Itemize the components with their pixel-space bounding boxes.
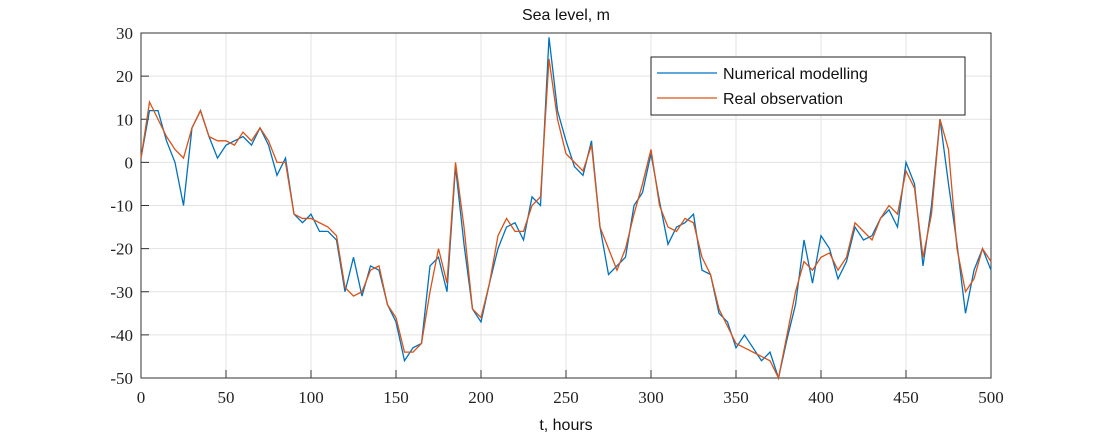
y-tick-label: -10 [110,197,133,216]
x-tick-label: 50 [218,388,235,407]
x-tick-label: 100 [298,388,324,407]
x-tick-label: 150 [383,388,409,407]
data-line [140,37,992,381]
data-line [140,58,992,381]
x-tick-label: 450 [893,388,919,407]
x-tick-label: 500 [978,388,1004,407]
chart-title: Sea level, m [522,7,610,24]
x-tick-label: 200 [468,388,494,407]
legend-label: Real observation [723,91,843,108]
x-tick-label: 300 [638,388,664,407]
legend-box [650,56,966,116]
plot-frame [140,32,992,379]
y-tick-label: -30 [110,283,133,302]
y-tick-label: 10 [116,110,133,129]
legend-label: Numerical modelling [723,66,868,83]
y-tick-label: 20 [116,67,133,86]
y-tick-label: 30 [116,24,133,43]
x-tick-label: 250 [553,388,579,407]
y-tick-label: -20 [110,240,133,259]
y-tick-label: -50 [110,369,133,388]
x-tick-label: 400 [808,388,834,407]
x-tick-label: 0 [137,388,146,407]
x-axis-label: t, hours [539,417,592,434]
y-tick-label: -40 [110,326,133,345]
x-tick-label: 350 [723,388,749,407]
y-tick-label: 0 [125,153,134,172]
